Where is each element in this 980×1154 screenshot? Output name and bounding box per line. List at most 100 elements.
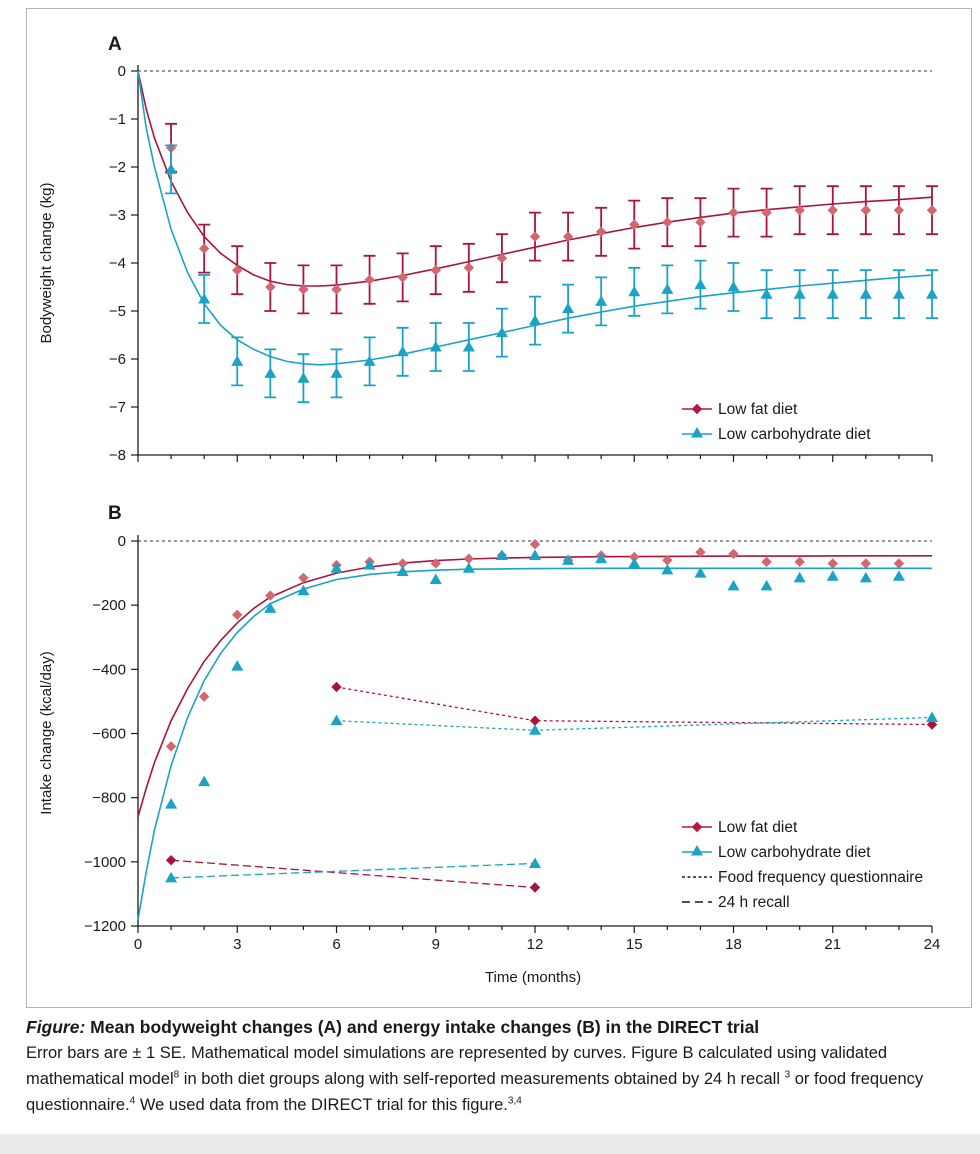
panel-b-plot: 0 −200 −400 −600 −800 −1000 −1200 0 3 6 9 12 15 18 21 2… (84, 533, 940, 953)
panel-b-lowcarb-point (760, 579, 773, 591)
panel-a-lowcarb-point (495, 326, 508, 338)
panel-a-legend-label: Low carbohydrate diet (718, 426, 871, 443)
caption-title-text: Mean bodyweight changes (A) and energy i… (85, 1017, 760, 1037)
panel-a-lowcarb-point (165, 163, 178, 174)
figure-panel: A Bodyweight change (kg) B Intake change… (26, 8, 972, 1008)
panel-b-lowfat-point (165, 741, 177, 752)
panel-a-y-tick-label: 0 (118, 63, 126, 80)
panel-b-lowcarb-point (892, 570, 905, 581)
panel-b-lowfat-short-dash-line (336, 686, 933, 726)
panel-b-lowcarb-point (529, 549, 541, 560)
panel-a-lowcarb-point (661, 283, 674, 294)
panel-a-lowfat-point (232, 265, 243, 276)
panel-b-lowfat-point (165, 855, 177, 866)
panel-b-lowcarb-point (562, 554, 575, 565)
panel-a-label: A (108, 34, 122, 55)
panel-a-lowcarb-point (462, 341, 475, 352)
panel-a-lowcarb-point (892, 288, 905, 299)
panel-b-lowfat-point (232, 609, 243, 620)
panel-a-lowfat-point (331, 284, 342, 295)
panel-a-lowcarb-point (396, 345, 409, 357)
panel-a-lowfat-point (397, 272, 408, 283)
panel-b-lowcarb-point (330, 714, 343, 726)
page-footer-band (0, 1134, 980, 1154)
panel-a-lowcarb-point (595, 295, 608, 306)
panel-b-lowcarb-point (396, 565, 409, 576)
panel-b-lowfat-point (331, 681, 342, 693)
panel-a-lowfat-point (926, 205, 938, 216)
panel-a-y-tick-label: −2 (109, 159, 126, 176)
panel-a-y-tick-label: −7 (109, 399, 126, 416)
panel-a-lowcarb-point (793, 288, 806, 299)
panel-a-lowfat-point (728, 207, 739, 218)
panel-a-lowfat-point (695, 217, 706, 228)
panel-a-lowfat-point (629, 219, 640, 230)
panel-b-lowcarb-short-dash-line (336, 716, 933, 731)
panel-b-lowfat-point (662, 555, 673, 566)
panel-b-lowcarb-point (529, 857, 541, 868)
panel-b-lowcarb-point (793, 571, 806, 583)
panel-a-y-tick-label: −1 (109, 111, 126, 128)
panel-a-lowcarb-point (694, 278, 707, 290)
panel-a-lowfat-point (794, 205, 805, 216)
panel-b-lowcarb-point (529, 724, 541, 735)
panel-b-ylabel: Intake change (kcal/day) (38, 651, 55, 814)
panel-b-x-tick-label: 21 (824, 936, 841, 953)
panel-b-lowfat-point (761, 556, 772, 568)
panel-b-legend: Low fat diet Low carbohydrate diet Food fr… (682, 819, 923, 911)
panel-a-lowfat-point (529, 231, 541, 242)
caption-ref-data: 3,4 (507, 1095, 522, 1107)
caption-text-2: in both diet groups along with self-repo… (179, 1070, 785, 1088)
panel-b-x-tick-label: 24 (924, 936, 941, 953)
panel-a-lowcarb-point (926, 288, 938, 299)
panel-a-lowfat-point (430, 265, 441, 276)
panel-b-legend-label: 24 h recall (718, 894, 790, 911)
panel-b-y-tick-label: −1000 (84, 854, 126, 871)
panel-a-lowcarb-point (231, 355, 244, 366)
panel-a-lowfat-point (364, 274, 375, 285)
panel-b-lowfat-point (827, 558, 838, 569)
panel-b-y-tick-label: −1200 (84, 918, 126, 935)
panel-b-x-tick-label: 9 (432, 936, 440, 953)
panel-b-lowcarb-point (826, 570, 839, 581)
caption-text-4: We used data from the DIRECT trial for t… (135, 1096, 508, 1114)
panel-b-lowfat-point (794, 556, 805, 568)
figure-caption: Figure: Mean bodyweight changes (A) and … (26, 1014, 966, 1118)
panel-a-ylabel: Bodyweight change (kg) (38, 183, 55, 344)
panel-a-legend: Low fat diet Low carbohydrate diet (682, 401, 871, 443)
panel-a-lowfat-point (860, 205, 872, 216)
panel-b-legend-triangle-marker (691, 845, 703, 856)
panel-b-lowfat-point (198, 691, 210, 702)
panel-a-lowfat-model-curve (137, 70, 933, 287)
panel-a-lowcarb-point (859, 288, 872, 299)
panel-b-lowfat-point (529, 539, 541, 550)
panel-a-lowfat-point (595, 226, 607, 237)
panel-a-y-tick-label: −6 (109, 351, 126, 368)
panel-b-y-tick-label: −600 (92, 726, 126, 743)
panel-b-x-tick-label: 18 (725, 936, 742, 953)
panel-b-lowcarb-point (264, 602, 277, 613)
panel-b-lowcarb-point (429, 573, 442, 584)
panel-b-y-tick-label: 0 (118, 533, 126, 550)
caption-ref-recall: 3 (784, 1069, 791, 1081)
panel-a-lowcarb-point (727, 281, 740, 292)
panel-b-lowfat-point (430, 558, 441, 569)
panel-b-lowcarb-point (859, 571, 872, 583)
panel-b-lowfat-point (860, 558, 872, 569)
panel-b-legend-label: Food frequency questionnaire (718, 869, 923, 886)
panel-a-lowfat-point (198, 243, 210, 254)
panel-b-y-tick-label: −400 (92, 661, 126, 678)
panel-b-lowfat-point (298, 572, 309, 584)
panel-a-lowcarb-point (330, 367, 343, 378)
panel-b-lowfat-model-curve (137, 555, 932, 818)
caption-text-1: Error bars are ± 1 SE. Mathematical mode… (26, 1044, 888, 1088)
panel-b-lowfat-point (529, 715, 541, 726)
panel-b-lowcarb-point (462, 562, 475, 573)
panel-b-lowcarb-point (628, 557, 641, 568)
panel-b-lowfat-point (463, 553, 475, 564)
panel-a-lowcarb-point (826, 288, 839, 299)
panel-b-x-tick-label: 3 (233, 936, 241, 953)
panel-b-lowfat-point (629, 551, 640, 563)
caption-title: Figure: Mean bodyweight changes (A) and … (26, 1014, 966, 1040)
panel-b-label: B (108, 503, 122, 524)
